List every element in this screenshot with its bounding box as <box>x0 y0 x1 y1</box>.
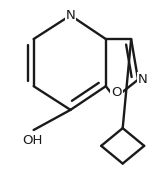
Text: N: N <box>138 73 148 86</box>
Text: O: O <box>111 86 122 99</box>
Text: N: N <box>66 9 75 22</box>
Text: OH: OH <box>22 134 42 147</box>
